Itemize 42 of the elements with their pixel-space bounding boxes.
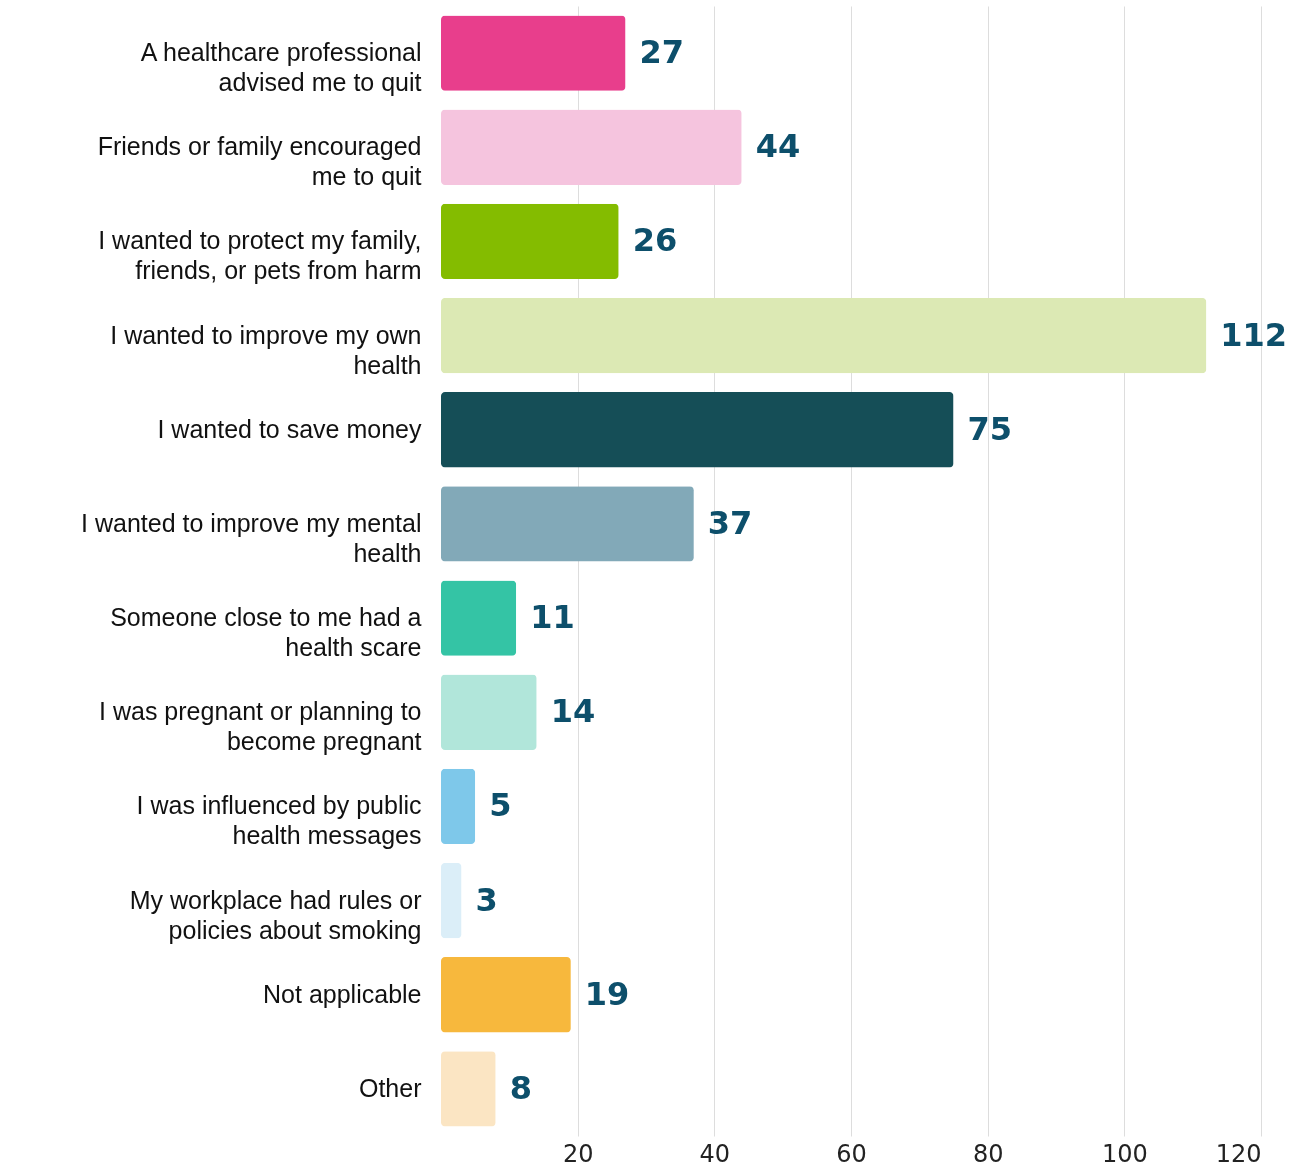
x-tick-label: 20 bbox=[562, 1139, 594, 1168]
y-tick-label: I wanted to protect my family, friends, or pets from harm bbox=[98, 226, 422, 285]
y-tick-label: My workplace had rules or policies about smoking bbox=[129, 885, 422, 944]
y-tick-label: Someone close to me had a health scare bbox=[110, 603, 422, 662]
bar bbox=[441, 109, 742, 185]
y-tick-label: Other bbox=[358, 1073, 422, 1102]
x-tick-label: 60 bbox=[836, 1139, 867, 1168]
data-label: 3 bbox=[475, 880, 498, 919]
data-label: 26 bbox=[632, 221, 678, 260]
y-tick-label: A healthcare professional advised me to quit bbox=[140, 38, 422, 97]
data-label: 8 bbox=[509, 1068, 532, 1107]
bar bbox=[441, 1051, 496, 1127]
y-tick-label: I wanted to save money bbox=[157, 414, 422, 443]
data-label: 27 bbox=[639, 33, 685, 72]
y-tick-label: I wanted to improve my mental health bbox=[81, 508, 422, 567]
data-label: 112 bbox=[1220, 315, 1288, 354]
data-label: 37 bbox=[707, 503, 753, 542]
data-label: 5 bbox=[489, 786, 512, 825]
bar bbox=[441, 486, 694, 562]
data-label: 11 bbox=[530, 598, 575, 637]
y-tick-label: Not applicable bbox=[263, 979, 422, 1008]
x-tick-label: 120 bbox=[1215, 1139, 1262, 1168]
y-tick-label: I was pregnant or planning to become pregnant bbox=[99, 697, 422, 756]
bar bbox=[441, 392, 954, 468]
data-label: 14 bbox=[550, 692, 596, 731]
y-tick-label: Friends or family encouraged me to quit bbox=[97, 132, 422, 191]
data-label: 44 bbox=[755, 127, 801, 166]
x-tick-label: 100 bbox=[1101, 1139, 1148, 1168]
bar bbox=[441, 674, 537, 750]
bar bbox=[441, 297, 1207, 374]
y-tick-label: I was influenced by public health messages bbox=[136, 791, 422, 850]
data-label: 19 bbox=[584, 974, 630, 1013]
bar bbox=[441, 15, 626, 91]
x-tick-label: 80 bbox=[972, 1139, 1004, 1168]
bar bbox=[441, 768, 476, 845]
x-tick-label: 40 bbox=[699, 1139, 731, 1168]
bar bbox=[441, 580, 517, 656]
bar bbox=[441, 862, 462, 939]
bar bbox=[441, 957, 571, 1033]
y-tick-label: I wanted to improve my own health bbox=[110, 320, 422, 379]
bar bbox=[441, 203, 619, 280]
data-label: 75 bbox=[967, 409, 1013, 448]
